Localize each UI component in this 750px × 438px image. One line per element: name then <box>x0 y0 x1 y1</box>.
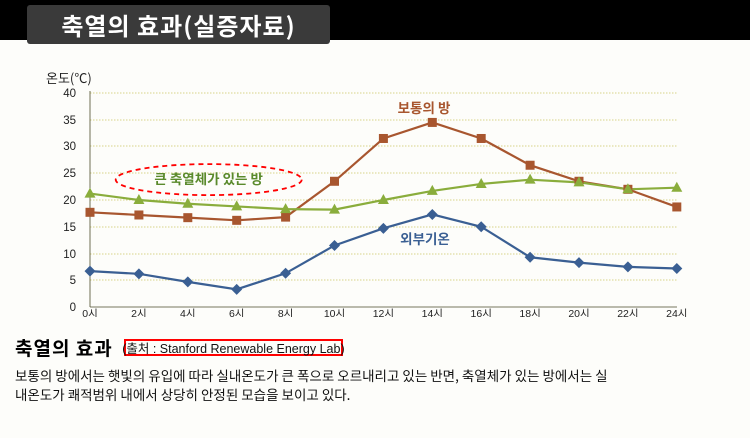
svg-text:22시: 22시 <box>617 308 638 317</box>
svg-text:14시: 14시 <box>422 308 443 317</box>
svg-text:2시: 2시 <box>131 308 147 317</box>
svg-text:4시: 4시 <box>180 308 196 317</box>
svg-text:35: 35 <box>63 115 76 127</box>
svg-text:0: 0 <box>70 302 76 314</box>
svg-text:8시: 8시 <box>278 308 294 317</box>
svg-text:5: 5 <box>70 275 76 287</box>
svg-text:10: 10 <box>63 249 76 261</box>
svg-text:24시: 24시 <box>666 308 687 317</box>
svg-text:10시: 10시 <box>324 308 345 317</box>
svg-text:18시: 18시 <box>519 308 540 317</box>
svg-text:보통의 방: 보통의 방 <box>398 97 451 117</box>
svg-text:외부기온: 외부기온 <box>400 228 450 248</box>
svg-text:12시: 12시 <box>373 308 394 317</box>
svg-text:20시: 20시 <box>568 308 589 317</box>
svg-text:30: 30 <box>63 141 76 153</box>
svg-text:6시: 6시 <box>229 308 245 317</box>
svg-text:40: 40 <box>63 88 76 100</box>
svg-text:25: 25 <box>63 168 76 180</box>
svg-text:15: 15 <box>63 222 76 234</box>
svg-text:16시: 16시 <box>471 308 492 317</box>
svg-text:0시: 0시 <box>82 308 98 317</box>
svg-text:20: 20 <box>63 195 76 207</box>
svg-text:큰 축열체가 있는 방: 큰 축열체가 있는 방 <box>154 168 263 188</box>
